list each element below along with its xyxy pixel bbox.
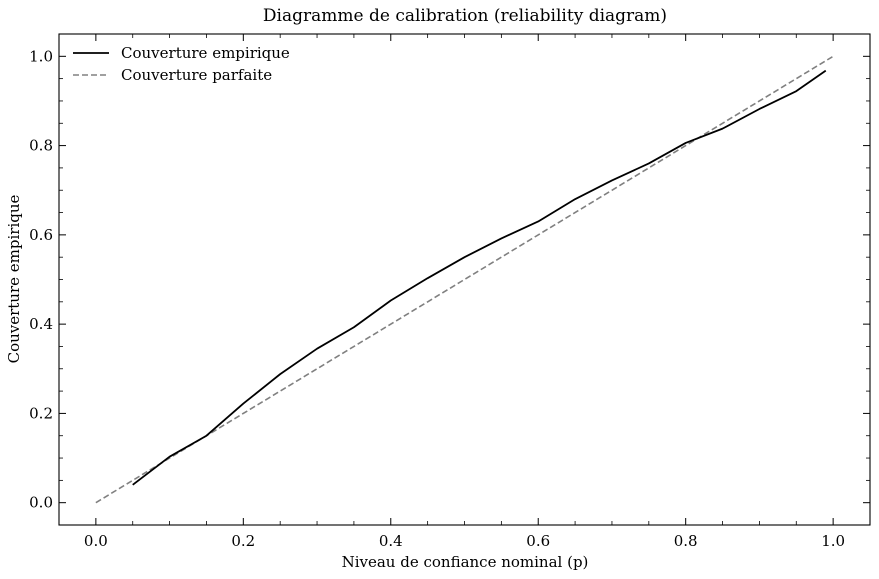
- y-tick-label: 0.0: [29, 494, 53, 512]
- chart-title: Diagramme de calibration (reliability di…: [263, 6, 667, 26]
- tick-labels: 0.0 0.2 0.4 0.6 0.8 1.0 0.0 0.2 0.4 0.6 0.8 1.0: [29, 47, 845, 550]
- x-tick-label: 0.6: [526, 532, 550, 550]
- y-tick-label: 0.6: [29, 226, 53, 244]
- y-tick-label: 1.0: [29, 47, 53, 65]
- legend: Couverture empirique Couverture parfaite: [73, 44, 290, 84]
- legend-label: Couverture empirique: [121, 44, 290, 62]
- y-axis-label: Couverture empirique: [5, 194, 23, 363]
- x-tick-label: 0.8: [674, 532, 698, 550]
- x-tick-label: 0.2: [231, 532, 255, 550]
- empirical-coverage-line: [132, 69, 827, 486]
- x-tick-label: 0.0: [84, 532, 108, 550]
- y-tick-label: 0.2: [29, 404, 53, 422]
- x-tick-label: 1.0: [821, 532, 845, 550]
- series-layer: [95, 55, 834, 504]
- legend-label: Couverture parfaite: [121, 66, 272, 84]
- y-tick-label: 0.4: [29, 315, 53, 333]
- y-tick-label: 0.8: [29, 137, 53, 155]
- x-tick-label: 0.4: [379, 532, 403, 550]
- axis-ticks: [59, 34, 870, 525]
- x-axis-label: Niveau de confiance nominal (p): [342, 553, 589, 571]
